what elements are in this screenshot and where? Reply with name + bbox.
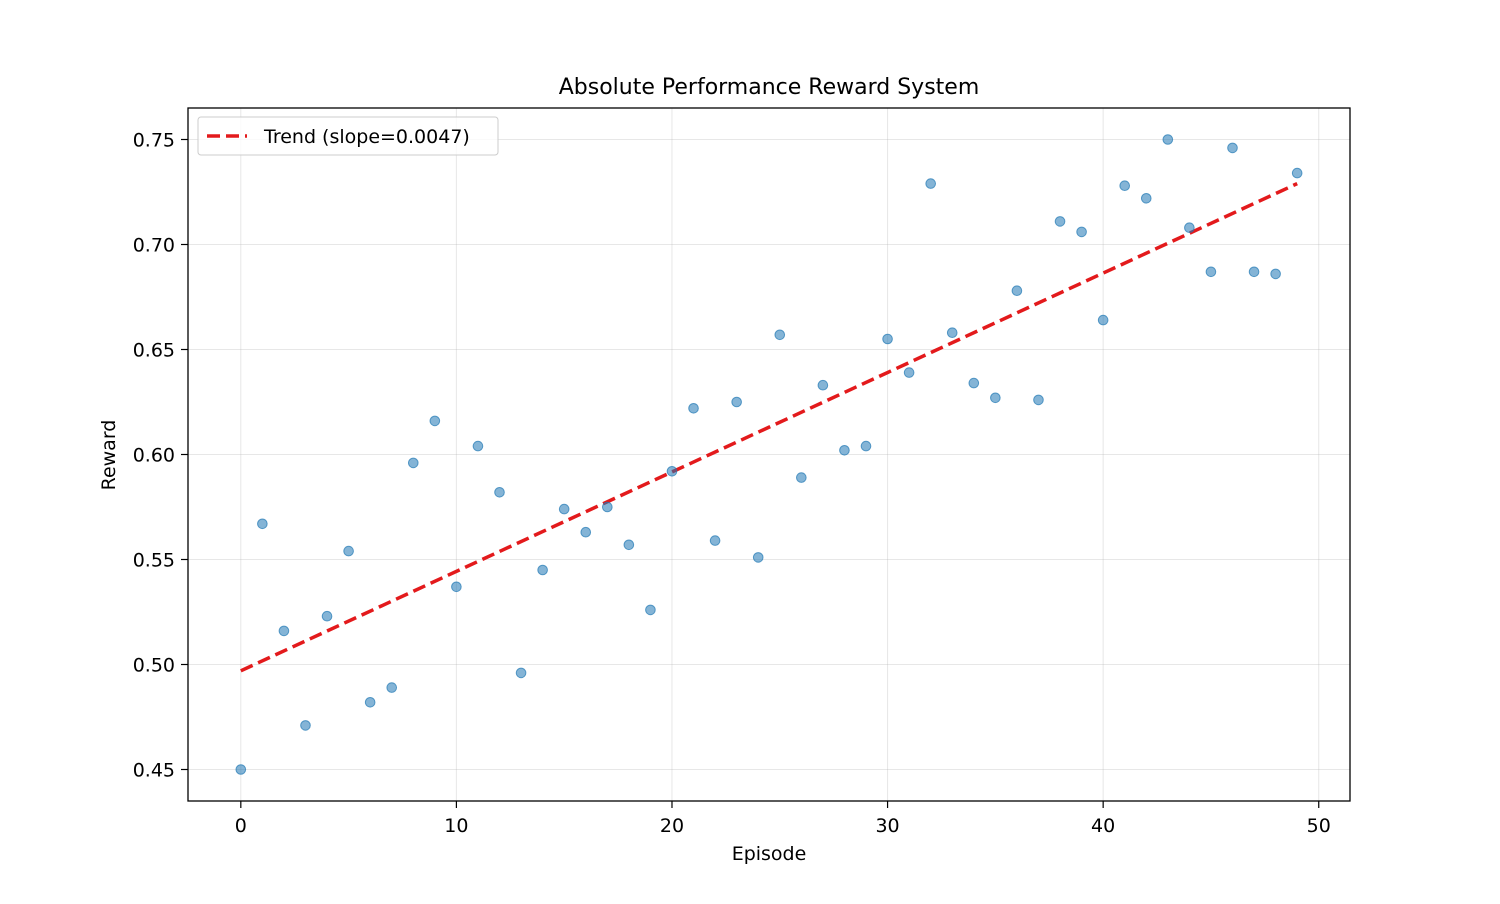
scatter-point — [1097, 314, 1109, 326]
y-tick-label: 0.45 — [133, 760, 175, 782]
x-tick-label: 50 — [1307, 815, 1331, 837]
scatter-point — [386, 682, 398, 693]
scatter-point — [1033, 394, 1044, 406]
scatter-point — [1248, 266, 1260, 278]
scatter-point — [537, 564, 548, 576]
scatter-point — [278, 625, 290, 637]
scatter-point — [1184, 222, 1195, 233]
x-tick-label: 0 — [235, 815, 247, 837]
scatter-point — [1205, 266, 1217, 278]
scatter-point — [1054, 216, 1066, 227]
y-tick-label: 0.60 — [133, 445, 175, 467]
scatter-point — [235, 764, 247, 775]
scatter-point — [429, 415, 441, 427]
scatter-point — [990, 392, 1001, 404]
scatter-point — [817, 379, 829, 391]
scatter-point — [709, 535, 721, 546]
y-tick-label: 0.70 — [133, 235, 175, 257]
scatter-point — [1227, 142, 1238, 154]
trend-line-layer — [240, 182, 1298, 673]
scatter-point — [752, 552, 764, 563]
y-tick-label: 0.65 — [133, 340, 175, 362]
chart-title: Absolute Performance Reward System — [559, 75, 980, 100]
scatter-point — [1076, 226, 1087, 238]
scatter-point — [407, 457, 419, 469]
scatter-point — [688, 403, 699, 414]
scatter-point — [602, 501, 613, 513]
scatter-point — [882, 333, 893, 345]
grid — [188, 108, 1350, 801]
scatter-point — [300, 720, 311, 731]
trend-line — [240, 182, 1298, 673]
x-axis-ticks: 0 10 20 30 40 50 — [235, 801, 1331, 837]
scatter-point — [1140, 193, 1152, 204]
scatter-point — [321, 610, 333, 622]
x-tick-label: 10 — [444, 815, 468, 837]
scatter-point — [666, 466, 678, 477]
scatter-point — [257, 518, 268, 530]
y-axis-label: Reward — [98, 420, 120, 491]
scatter-point — [515, 667, 527, 679]
x-axis-label: Episode — [732, 843, 807, 865]
x-tick-label: 40 — [1091, 815, 1115, 837]
scatter-point — [1162, 134, 1174, 145]
scatter-points — [235, 134, 1303, 775]
scatter-point — [1011, 285, 1023, 297]
scatter-point — [731, 396, 742, 408]
scatter-point — [860, 440, 872, 452]
y-axis-ticks: 0.45 0.50 0.55 0.60 0.65 0.70 0.75 — [133, 130, 188, 782]
scatter-point — [946, 327, 958, 339]
scatter-point — [472, 440, 484, 452]
scatter-point — [1119, 180, 1131, 191]
y-tick-label: 0.75 — [133, 130, 175, 152]
scatter-point — [645, 604, 656, 616]
scatter-point — [839, 445, 850, 456]
legend-trend-label: Trend (slope=0.0047) — [263, 126, 470, 148]
legend-box — [197, 116, 499, 156]
scatter-point — [623, 539, 635, 551]
scatter-point — [774, 329, 786, 341]
scatter-point — [494, 487, 505, 498]
scatter-point — [1270, 268, 1281, 280]
scatter-point — [451, 581, 462, 593]
scatter-point — [968, 377, 980, 389]
y-tick-label: 0.55 — [133, 550, 175, 572]
scatter-point — [558, 503, 570, 515]
scatter-point — [903, 367, 915, 378]
x-tick-label: 30 — [875, 815, 899, 837]
scatter-point — [796, 472, 807, 483]
scatter-point — [925, 178, 936, 189]
scatter-point — [1291, 167, 1303, 179]
y-tick-label: 0.50 — [133, 655, 175, 677]
scatter-point — [343, 545, 354, 557]
scatter-point — [580, 526, 592, 538]
legend: Trend (slope=0.0047) — [197, 116, 499, 156]
x-tick-label: 20 — [660, 815, 684, 837]
scatter-point — [364, 697, 376, 708]
